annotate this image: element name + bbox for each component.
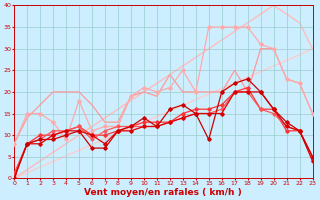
X-axis label: Vent moyen/en rafales ( km/h ): Vent moyen/en rafales ( km/h ) [84,188,242,197]
